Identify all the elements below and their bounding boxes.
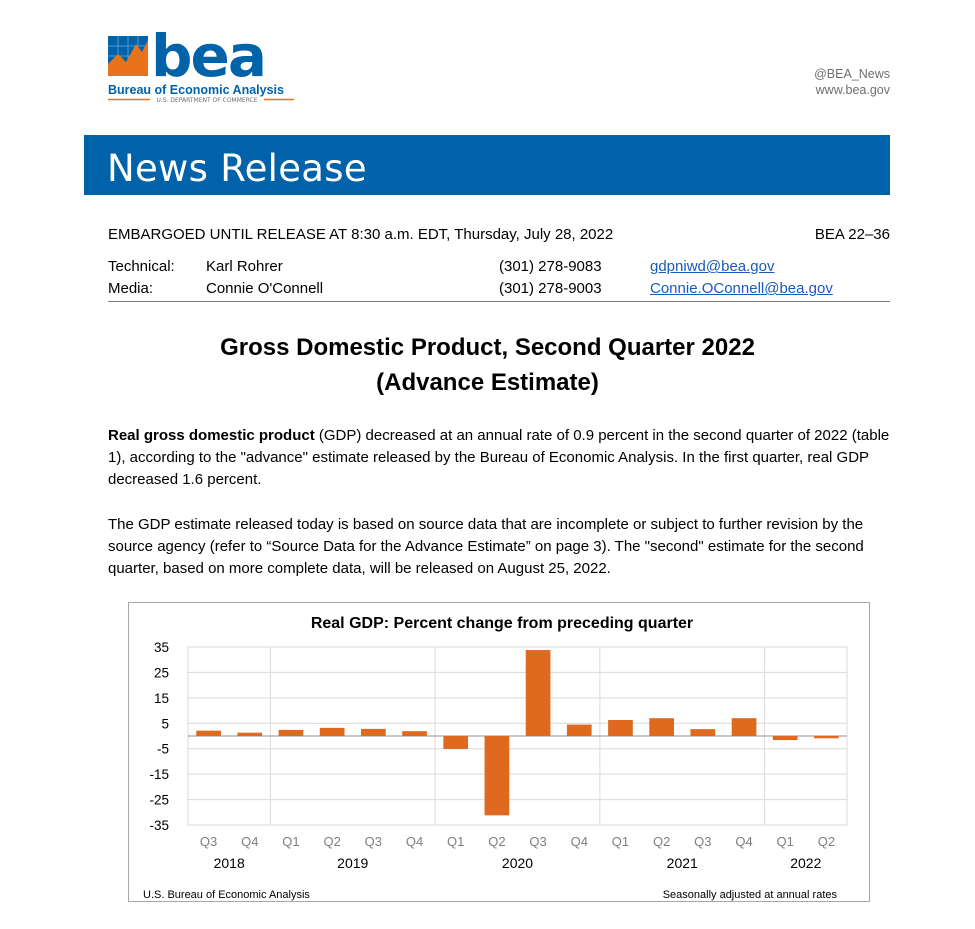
- y-tick-label: -15: [149, 767, 169, 782]
- embargo-line: EMBARGOED UNTIL RELEASE AT 8:30 a.m. EDT…: [108, 226, 890, 243]
- y-tick-label: -25: [149, 793, 169, 808]
- gdp-chart-svg: Real GDP: Percent change from preceding …: [143, 615, 848, 901]
- x-tick-label: Q4: [406, 834, 423, 849]
- para-body: (GDP) decreased at an annual rate of 0.9…: [108, 427, 890, 488]
- bea-logo-graphic: bea Bureau of Economic Analysis U.S. DEP…: [108, 22, 294, 104]
- year-label: 2021: [667, 855, 698, 871]
- gdp-bar: [649, 718, 675, 736]
- y-tick-label: 35: [154, 640, 169, 655]
- document-title: Gross Domestic Product, Second Quarter 2…: [0, 330, 975, 400]
- year-label: 2018: [214, 855, 245, 871]
- contact-row-technical: Technical: Karl Rohrer (301) 278-9083 gd…: [108, 258, 890, 280]
- contact-name: Connie O'Connell: [206, 280, 324, 297]
- x-tick-label: Q1: [612, 834, 629, 849]
- gdp-bar: [443, 736, 469, 749]
- paragraph-gdp-summary: Real gross domestic product (GDP) decrea…: [108, 425, 893, 491]
- chart-rate-note: Seasonally adjusted at annual rates: [663, 889, 838, 901]
- x-tick-label: Q1: [282, 834, 299, 849]
- x-tick-label: Q3: [694, 834, 711, 849]
- x-tick-label: Q3: [200, 834, 217, 849]
- x-tick-label: Q2: [818, 834, 835, 849]
- contact-role: Media:: [108, 280, 154, 297]
- gdp-bar: [484, 736, 510, 816]
- year-label: 2022: [790, 855, 821, 871]
- logo-subtitle: Bureau of Economic Analysis: [108, 83, 284, 97]
- contacts-divider: [108, 301, 890, 302]
- release-number: BEA 22–36: [814, 226, 890, 243]
- website-link[interactable]: www.bea.gov: [815, 83, 890, 97]
- logo-wordmark: bea: [151, 22, 265, 90]
- chart-source-note: U.S. Bureau of Economic Analysis: [143, 889, 310, 901]
- gdp-bar: [690, 729, 716, 736]
- y-tick-label: -35: [149, 818, 169, 833]
- logo-orange-chart: [108, 40, 148, 76]
- banner-title: News Release: [107, 147, 367, 190]
- header-contact-info: @BEA_News www.bea.gov: [814, 66, 890, 98]
- gdp-bar: [731, 718, 757, 736]
- x-tick-label: Q4: [241, 834, 258, 849]
- x-tick-label: Q1: [447, 834, 464, 849]
- x-tick-label: Q4: [571, 834, 588, 849]
- gdp-bar: [772, 736, 798, 741]
- title-line-1: Gross Domestic Product, Second Quarter 2…: [220, 334, 755, 361]
- gdp-bar: [319, 727, 345, 736]
- year-label: 2020: [502, 855, 533, 871]
- x-tick-label: Q3: [365, 834, 382, 849]
- paragraph-source-data: The GDP estimate released today is based…: [108, 516, 864, 577]
- embargo-text: EMBARGOED UNTIL RELEASE AT 8:30 a.m. EDT…: [108, 226, 614, 243]
- gdp-bar: [402, 731, 427, 736]
- year-label: 2019: [337, 855, 368, 871]
- x-tick-label: Q1: [777, 834, 794, 849]
- contact-role: Technical:: [108, 258, 175, 275]
- contact-row-media: Media: Connie O'Connell (301) 278-9003 C…: [108, 280, 890, 302]
- social-handle[interactable]: @BEA_News: [814, 67, 890, 81]
- gdp-bar: [278, 729, 304, 736]
- gdp-bar: [196, 730, 221, 736]
- contact-name: Karl Rohrer: [206, 258, 283, 275]
- para-bold-lead: Real gross domestic product: [108, 427, 315, 444]
- contact-email-link[interactable]: Connie.OConnell@bea.gov: [650, 280, 833, 297]
- gdp-bar: [814, 736, 839, 739]
- y-tick-label: 5: [161, 716, 169, 731]
- contact-email-link[interactable]: gdpniwd@bea.gov: [650, 258, 775, 275]
- x-tick-label: Q2: [488, 834, 505, 849]
- y-tick-label: -5: [157, 742, 169, 757]
- bea-logo[interactable]: bea Bureau of Economic Analysis U.S. DEP…: [108, 14, 308, 109]
- news-release-banner: News Release: [84, 135, 890, 195]
- contact-phone: (301) 278-9083: [499, 258, 602, 275]
- gdp-bar: [608, 719, 633, 736]
- contacts-table: Technical: Karl Rohrer (301) 278-9083 gd…: [108, 258, 890, 302]
- chart-title: Real GDP: Percent change from preceding …: [311, 615, 693, 632]
- y-tick-label: 15: [154, 691, 169, 706]
- gdp-bar: [525, 650, 551, 736]
- x-tick-label: Q4: [735, 834, 752, 849]
- y-tick-label: 25: [154, 665, 169, 680]
- title-line-2: (Advance Estimate): [376, 369, 599, 396]
- logo-dept: U.S. DEPARTMENT OF COMMERCE: [156, 97, 257, 104]
- gdp-bar: [360, 728, 386, 736]
- x-tick-label: Q2: [653, 834, 670, 849]
- gdp-bar: [566, 724, 592, 736]
- gdp-bar: [237, 732, 263, 736]
- contact-phone: (301) 278-9003: [499, 280, 602, 297]
- x-tick-label: Q2: [323, 834, 340, 849]
- gdp-chart: Real GDP: Percent change from preceding …: [128, 602, 870, 902]
- x-tick-label: Q3: [529, 834, 546, 849]
